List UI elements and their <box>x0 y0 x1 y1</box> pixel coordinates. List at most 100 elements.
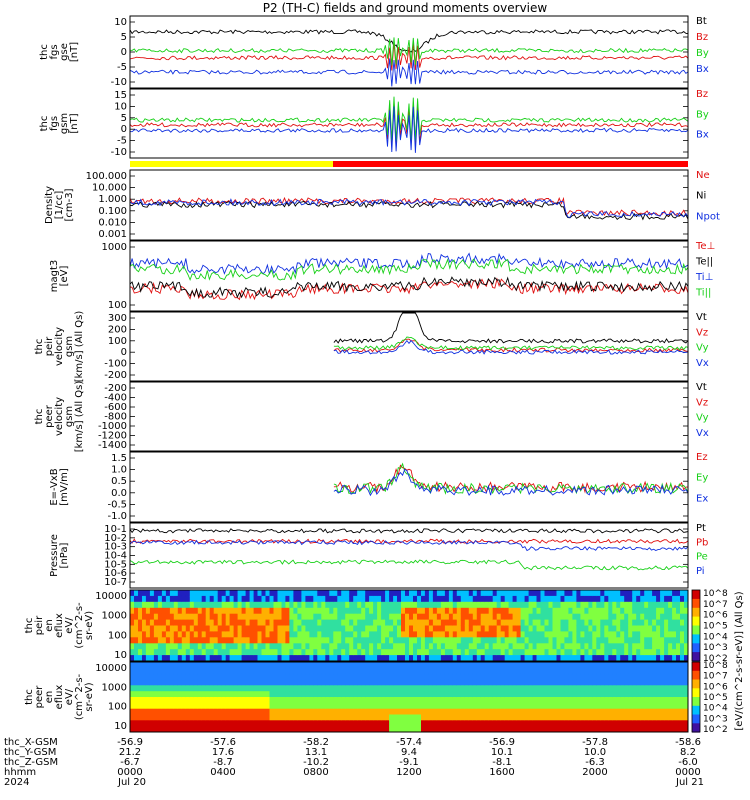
spectrogram-cell <box>265 607 270 615</box>
spectrogram-cell <box>464 590 470 597</box>
spectrogram-cell <box>628 726 633 733</box>
spectrogram-cell <box>580 662 585 669</box>
spectrogram-cell <box>165 637 171 644</box>
spectrogram-cell <box>456 685 462 692</box>
spectrogram-cell <box>608 697 613 704</box>
spectrogram-cell <box>249 607 255 615</box>
spectrogram-cell <box>684 702 689 710</box>
spectrogram-cell <box>381 726 386 733</box>
spectrogram-cell <box>540 637 545 644</box>
spectrogram-cell <box>500 631 506 638</box>
spectrogram-cell <box>305 662 310 669</box>
spectrogram-cell <box>301 613 306 621</box>
spectrogram-cell <box>560 697 565 704</box>
spectrogram-cell <box>424 702 430 710</box>
spectrogram-cell <box>217 720 223 727</box>
spectrogram-cell <box>321 595 326 603</box>
spectrogram-cell <box>333 667 338 675</box>
spectrogram-cell <box>325 679 330 686</box>
spectrogram-cell <box>512 685 518 692</box>
spectrogram-cell <box>584 631 589 638</box>
panel-ylabel: thc <box>24 689 35 705</box>
spectrogram-cell <box>253 714 259 721</box>
spectrogram-cell <box>237 708 243 715</box>
spectrogram-cell <box>500 625 506 632</box>
spectrogram-cell <box>333 708 338 715</box>
spectrogram-cell <box>229 685 235 692</box>
spectrogram-cell <box>413 691 418 698</box>
spectrogram-cell <box>169 637 175 644</box>
spectrogram-cell <box>261 667 266 675</box>
spectrogram-cell <box>600 619 605 626</box>
spectrogram-cell <box>480 607 486 615</box>
spectrogram-cell <box>508 697 514 704</box>
spectrogram-cell <box>564 607 569 615</box>
spectrogram-cell <box>680 595 685 603</box>
spectrogram-cell <box>365 673 370 680</box>
spectrogram-cell <box>492 679 498 686</box>
spectrogram-cell <box>257 625 262 632</box>
spectrogram-cell <box>544 619 549 626</box>
spectrogram-cell <box>205 607 211 615</box>
spectrogram-cell <box>448 720 454 727</box>
spectrogram-cell <box>165 595 171 603</box>
spectrogram-cell <box>620 655 625 662</box>
spectrogram-cell <box>281 667 286 675</box>
spectrogram-cell <box>656 607 661 615</box>
spectrogram-cell <box>548 637 553 644</box>
spectrogram-cell <box>261 655 266 662</box>
spectrogram-cell <box>592 726 597 733</box>
spectrogram-cell <box>365 637 370 644</box>
spectrogram-cell <box>269 691 274 698</box>
spectrogram-cell <box>138 590 143 597</box>
spectrogram-cell <box>197 708 203 715</box>
spectrogram-cell <box>393 679 398 686</box>
series-line-By <box>129 37 689 66</box>
colorbar-swatch <box>692 634 700 644</box>
spectrogram-cell <box>640 595 645 603</box>
spectrogram-cell <box>660 607 665 615</box>
spectrogram-cell <box>612 655 617 662</box>
spectrogram-cell <box>472 697 478 704</box>
legend-entry: Ez <box>696 452 708 463</box>
spectrogram-cell <box>592 619 597 626</box>
spectrogram-cell <box>632 720 637 727</box>
spectrogram-cell <box>389 613 394 621</box>
spectrogram-cell <box>604 673 609 680</box>
spectrogram-cell <box>604 607 609 615</box>
spectrogram-cell <box>165 697 171 704</box>
spectrogram-cell <box>289 720 294 727</box>
spectrogram-cell <box>245 714 251 721</box>
spectrogram-cell <box>464 625 470 632</box>
spectrogram-cell <box>253 613 259 621</box>
spectrogram-cell <box>345 662 350 669</box>
spectrogram-cell <box>500 595 506 603</box>
spectrogram-cell <box>205 590 211 597</box>
spectrogram-cell <box>237 726 243 733</box>
spectrogram-cell <box>361 631 366 638</box>
spectrogram-cell <box>357 643 362 650</box>
spectrogram-cell <box>664 643 669 650</box>
spectrogram-cell <box>130 619 135 626</box>
spectrogram-cell <box>265 714 270 721</box>
spectrogram-cell <box>221 625 227 632</box>
spectrogram-cell <box>349 667 354 675</box>
spectrogram-cell <box>552 726 557 733</box>
spectrogram-cell <box>576 691 581 698</box>
spectrogram-cell <box>628 708 633 715</box>
spectrogram-cell <box>524 637 530 644</box>
spectrogram-cell <box>265 590 270 597</box>
spectrogram-cell <box>544 667 549 675</box>
spectrogram-cell <box>568 691 573 698</box>
spectrogram-cell <box>548 702 553 710</box>
spectrogram-cell <box>285 662 290 669</box>
spectrogram-cell <box>173 714 179 721</box>
spectrogram-cell <box>181 720 187 727</box>
spectrogram-cell <box>225 662 231 669</box>
spectrogram-cell <box>448 631 454 638</box>
spectrogram-cell <box>229 631 235 638</box>
spectrogram-cell <box>289 643 294 650</box>
spectrogram-cell <box>229 697 235 704</box>
spectrogram-cell <box>405 601 410 609</box>
spectrogram-cell <box>492 649 498 656</box>
